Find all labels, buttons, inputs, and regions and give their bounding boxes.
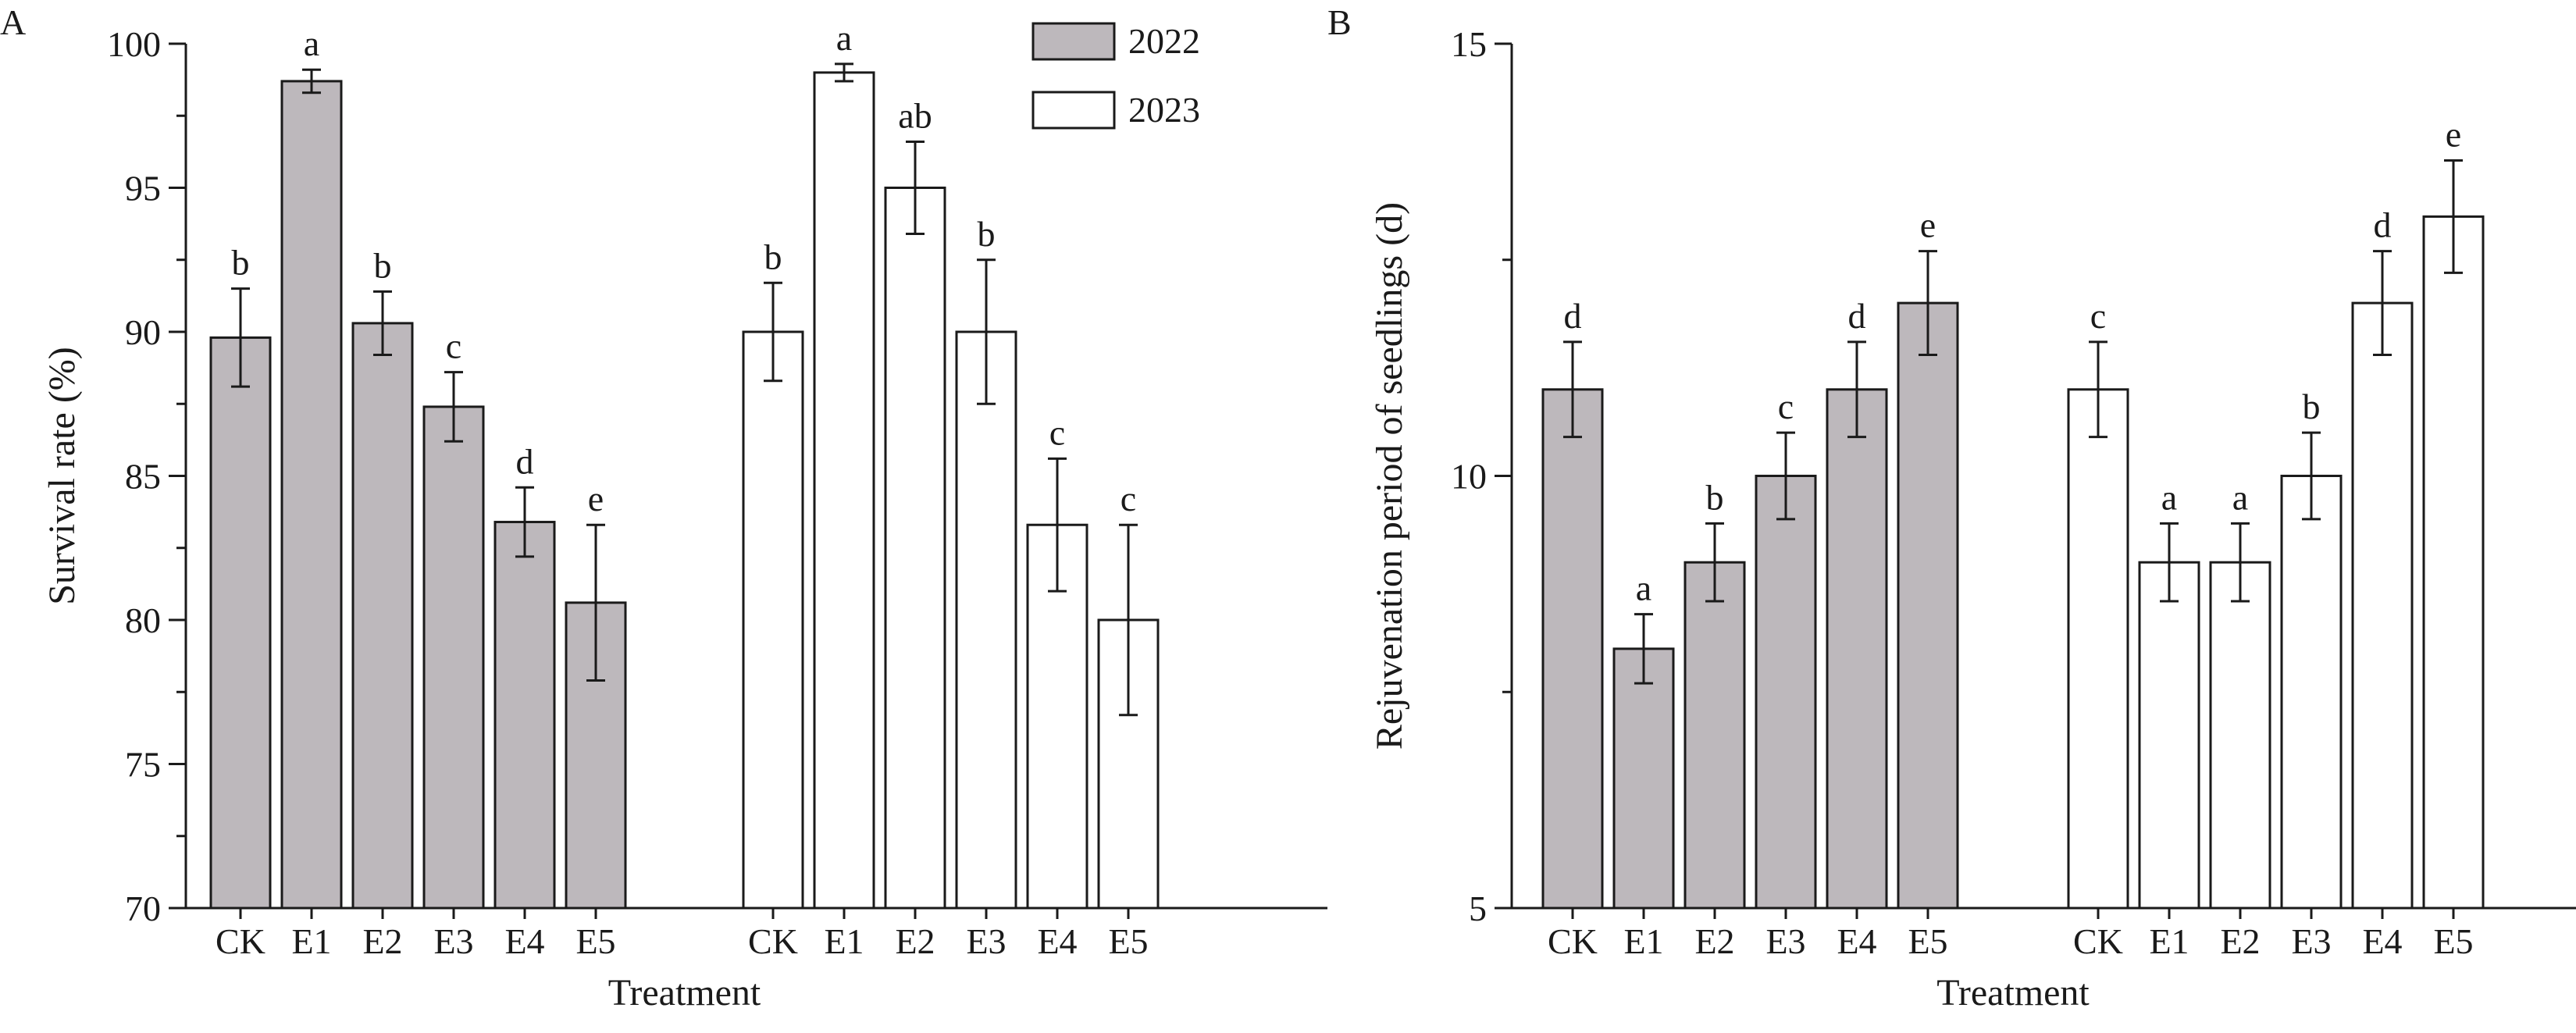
- bar-2022-ck: [1541, 388, 1604, 910]
- significance-letter: c: [1049, 412, 1065, 452]
- significance-letter: b: [374, 245, 392, 285]
- bar-2023-e2: [2209, 561, 2271, 910]
- significance-letter: c: [1778, 386, 1794, 426]
- significance-letter: ab: [898, 95, 932, 135]
- legend-swatch-2023: [1031, 91, 1116, 130]
- panel-letter: A: [0, 2, 26, 42]
- significance-letter: d: [516, 441, 534, 481]
- x-tick-label: CK: [2073, 921, 2123, 961]
- x-axis-title: Treatment: [1936, 972, 2090, 1013]
- x-tick-label: E5: [1108, 921, 1148, 961]
- bar-2022-e1: [280, 80, 343, 910]
- bar-2022-e4: [493, 521, 556, 910]
- significance-letter: a: [2161, 477, 2177, 517]
- significance-letter: c: [446, 326, 461, 366]
- y-tick-label: 70: [125, 889, 161, 928]
- x-tick-label: CK: [1548, 921, 1598, 961]
- bar-2023-e3: [955, 330, 1017, 910]
- bar-2023-ck: [742, 330, 804, 910]
- significance-letter: b: [978, 214, 996, 254]
- significance-letter: e: [2446, 114, 2461, 154]
- x-tick-label: E2: [1694, 921, 1734, 961]
- y-tick-label: 75: [125, 745, 161, 785]
- x-tick-label: E3: [1765, 921, 1805, 961]
- legend-swatch-2022: [1031, 22, 1116, 61]
- significance-letter: a: [1636, 568, 1651, 608]
- x-tick-label: E5: [575, 921, 615, 961]
- bar-2023-e1: [813, 71, 875, 910]
- y-tick-label: 90: [125, 312, 161, 352]
- x-tick-label: E2: [362, 921, 402, 961]
- bar-2023-e2: [884, 187, 946, 910]
- significance-letter: e: [588, 479, 604, 518]
- x-tick-label: E4: [2362, 921, 2402, 961]
- x-tick-label: E3: [433, 921, 473, 961]
- legend-label-2022: 2022: [1128, 21, 1200, 61]
- significance-letter: b: [764, 237, 782, 276]
- legend: 2022 2023: [1031, 21, 1200, 130]
- bar-2023-e4: [2351, 301, 2414, 910]
- bar-2023-e3: [2280, 475, 2343, 910]
- significance-letter: d: [2374, 205, 2392, 245]
- x-tick-label: E1: [291, 921, 331, 961]
- significance-letter: c: [2090, 296, 2106, 336]
- significance-letter: a: [836, 18, 852, 58]
- significance-letter: d: [1848, 296, 1866, 336]
- legend-label-2023: 2023: [1128, 90, 1200, 130]
- bar-2022-e3: [422, 405, 485, 910]
- x-tick-label: E4: [1837, 921, 1876, 961]
- x-axis-title: Treatment: [608, 972, 761, 1013]
- y-tick-label: 15: [1451, 24, 1487, 64]
- y-tick-label: 85: [125, 457, 161, 497]
- significance-letter: b: [1706, 477, 1724, 517]
- panel-letter: B: [1327, 2, 1352, 42]
- bar-2023-e5: [2422, 215, 2485, 910]
- panel-b: B 5 10 15 Rejuvenation period of seedlings (…: [1327, 2, 2576, 1013]
- bar-2022-e2: [1683, 561, 1746, 910]
- y-tick-label: 10: [1451, 457, 1487, 497]
- significance-letter: b: [2303, 386, 2321, 426]
- x-tick-label: E4: [504, 921, 544, 961]
- x-tick-label: E1: [1623, 921, 1663, 961]
- x-tick-label: E5: [1908, 921, 1947, 961]
- y-axis-title: Rejuvenation period of seedlings (d): [1369, 202, 1410, 750]
- x-tick-label: E3: [966, 921, 1006, 961]
- x-tick-label: E1: [2149, 921, 2189, 961]
- bar-2022-e5: [1897, 301, 1959, 910]
- x-tick-label: E5: [2433, 921, 2473, 961]
- significance-letter: e: [1920, 205, 1936, 245]
- x-tick-label: E2: [2220, 921, 2260, 961]
- x-tick-label: E4: [1037, 921, 1077, 961]
- bar-2022-e2: [351, 322, 414, 910]
- significance-letter: a: [2232, 477, 2248, 517]
- x-tick-label: E3: [2291, 921, 2331, 961]
- significance-letter: b: [232, 243, 250, 283]
- bar-2023-e1: [2138, 561, 2200, 910]
- x-tick-label: CK: [748, 921, 798, 961]
- bar-2022-e4: [1826, 388, 1888, 910]
- panel-a: A 70 75 80 85 90 95 100 Survival rate (%) b CK a E1 b…: [0, 2, 1327, 1013]
- significance-letter: a: [304, 23, 319, 63]
- bar-2022-ck: [209, 336, 272, 910]
- y-tick-label: 80: [125, 600, 161, 640]
- bar-2022-e1: [1612, 647, 1675, 910]
- bar-2022-e3: [1755, 475, 1817, 910]
- x-tick-label: E2: [895, 921, 935, 961]
- x-tick-label: E1: [824, 921, 864, 961]
- bar-2023-ck: [2067, 388, 2129, 910]
- x-tick-label: CK: [216, 921, 265, 961]
- significance-letter: d: [1564, 296, 1582, 336]
- bar-2022-e5: [565, 601, 627, 910]
- y-axis-title: Survival rate (%): [41, 347, 83, 605]
- significance-letter: c: [1121, 479, 1136, 518]
- y-tick-label: 95: [125, 169, 161, 208]
- y-tick-label: 100: [107, 24, 161, 64]
- y-tick-label: 5: [1469, 889, 1487, 928]
